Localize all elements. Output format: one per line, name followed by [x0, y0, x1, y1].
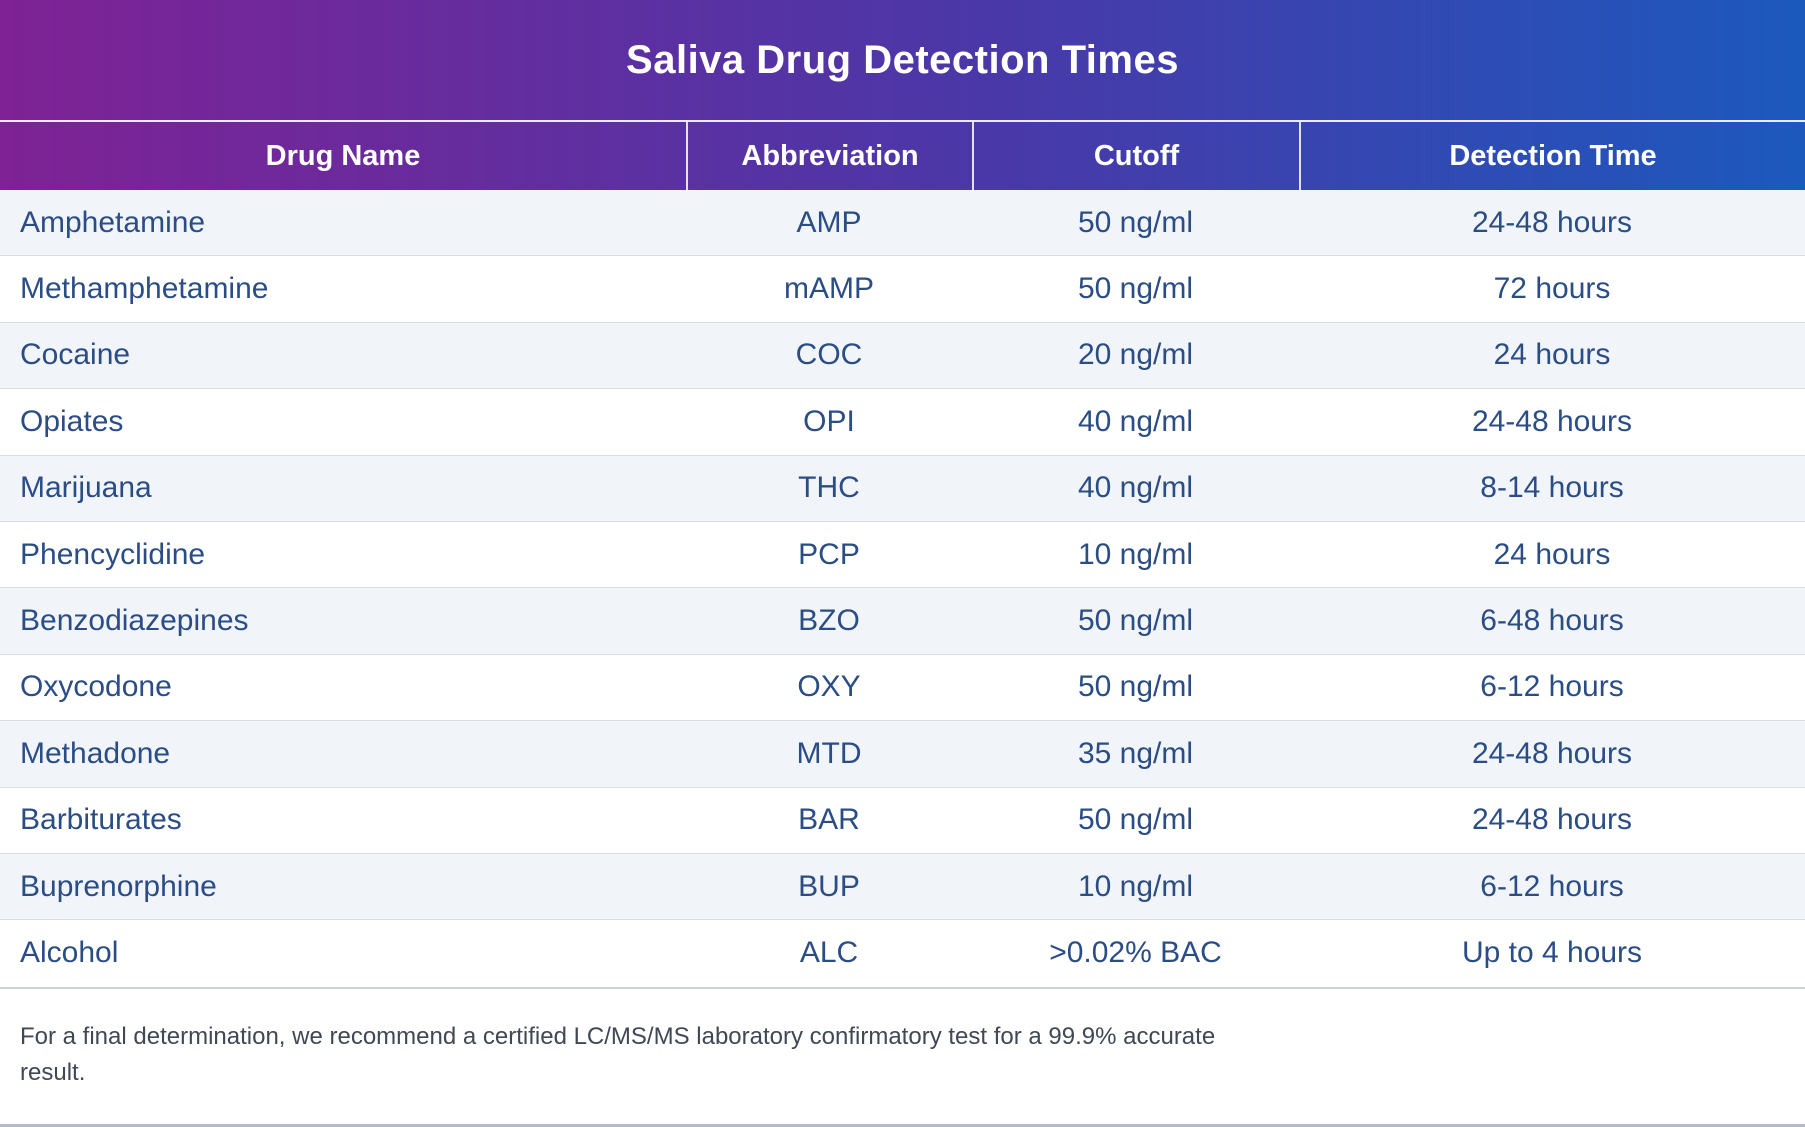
detection-time-cell: 6-48 hours — [1480, 604, 1624, 638]
drug-name-cell: Phencyclidine — [20, 537, 206, 571]
cutoff-cell: 50 ng/ml — [1077, 272, 1194, 306]
disclaimer-note: For a final determination, we recommend … — [0, 986, 1805, 1091]
bottom-divider — [0, 1124, 1805, 1127]
detection-time-cell: 24 hours — [1493, 537, 1611, 571]
table-row: Opiates OPI 40 ng/ml 24-48 hours — [0, 389, 1805, 456]
detection-time-cell: 6-12 hours — [1480, 869, 1624, 903]
abbreviation-cell: BAR — [798, 803, 860, 837]
table-row: Alcohol ALC >0.02% BAC Up to 4 hours — [0, 920, 1805, 987]
column-header-drug-name: Drug Name — [265, 139, 421, 172]
table-row: Buprenorphine BUP 10 ng/ml 6-12 hours — [0, 853, 1805, 921]
drug-name-cell: Opiates — [20, 404, 124, 438]
detection-time-cell: 24-48 hours — [1471, 404, 1633, 438]
cutoff-cell: >0.02% BAC — [1049, 936, 1222, 970]
table-header-block: Saliva Drug Detection Times Drug Name Ab… — [0, 0, 1805, 190]
table-body: Amphetamine AMP 50 ng/ml 24-48 hours Met… — [0, 190, 1805, 987]
abbreviation-cell: BUP — [798, 869, 860, 903]
drug-name-cell: Benzodiazepines — [20, 604, 249, 638]
table-row: Benzodiazepines BZO 50 ng/ml 6-48 hours — [0, 588, 1805, 655]
cutoff-cell: 50 ng/ml — [1077, 803, 1194, 837]
column-header-cutoff: Cutoff — [972, 122, 1299, 190]
abbreviation-cell: mAMP — [784, 272, 874, 306]
cutoff-cell: 10 ng/ml — [1077, 869, 1194, 903]
drug-name-cell: Oxycodone — [20, 670, 172, 704]
table-row: Cocaine COC 20 ng/ml 24 hours — [0, 322, 1805, 390]
drug-name-cell: Alcohol — [20, 936, 119, 970]
table-row: Marijuana THC 40 ng/ml 8-14 hours — [0, 455, 1805, 522]
abbreviation-cell: BZO — [798, 604, 860, 638]
column-header-abbreviation: Abbreviation — [686, 122, 972, 190]
disclaimer-line: result. — [20, 1058, 86, 1086]
detection-time-cell: Up to 4 hours — [1461, 936, 1643, 970]
cutoff-cell: 50 ng/ml — [1077, 205, 1194, 239]
cutoff-cell: 50 ng/ml — [1077, 670, 1194, 704]
drug-name-cell: Barbiturates — [20, 803, 182, 837]
drug-name-cell: Buprenorphine — [20, 869, 217, 903]
column-header-row: Drug Name Abbreviation Cutoff Detection … — [0, 120, 1805, 190]
drug-name-cell: Marijuana — [20, 471, 152, 505]
detection-time-cell: 6-12 hours — [1480, 670, 1624, 704]
abbreviation-cell: THC — [798, 471, 860, 505]
detection-time-cell: 24-48 hours — [1471, 205, 1633, 239]
cutoff-cell: 50 ng/ml — [1077, 604, 1194, 638]
drug-name-cell: Amphetamine — [20, 205, 206, 239]
table-row: Barbiturates BAR 50 ng/ml 24-48 hours — [0, 787, 1805, 854]
cutoff-cell: 35 ng/ml — [1077, 736, 1194, 770]
drug-name-cell: Methamphetamine — [20, 272, 269, 306]
table-row: Methamphetamine mAMP 50 ng/ml 72 hours — [0, 256, 1805, 323]
abbreviation-cell: COC — [795, 338, 863, 372]
detection-time-cell: 72 hours — [1493, 272, 1611, 306]
abbreviation-cell: ALC — [799, 936, 859, 970]
drug-name-cell: Methadone — [20, 736, 171, 770]
abbreviation-cell: OXY — [797, 670, 861, 704]
abbreviation-cell: PCP — [798, 537, 860, 571]
disclaimer-line: For a final determination, we recommend … — [20, 1022, 1216, 1050]
cutoff-cell: 40 ng/ml — [1077, 404, 1194, 438]
cutoff-cell: 40 ng/ml — [1077, 471, 1194, 505]
cutoff-cell: 10 ng/ml — [1077, 537, 1194, 571]
table-row: Phencyclidine PCP 10 ng/ml 24 hours — [0, 521, 1805, 589]
abbreviation-cell: AMP — [796, 205, 862, 239]
column-header-detection-time: Detection Time — [1299, 122, 1805, 190]
detection-time-cell: 24-48 hours — [1471, 803, 1633, 837]
detection-time-cell: 24 hours — [1493, 338, 1611, 372]
cutoff-cell: 20 ng/ml — [1077, 338, 1194, 372]
detection-time-cell: 8-14 hours — [1480, 471, 1624, 505]
detection-time-cell: 24-48 hours — [1471, 736, 1633, 770]
table-row: Oxycodone OXY 50 ng/ml 6-12 hours — [0, 654, 1805, 722]
table-row: Methadone MTD 35 ng/ml 24-48 hours — [0, 721, 1805, 788]
page-title: Saliva Drug Detection Times — [626, 37, 1179, 82]
abbreviation-cell: OPI — [803, 404, 855, 438]
table-row: Amphetamine AMP 50 ng/ml 24-48 hours — [0, 190, 1805, 257]
drug-name-cell: Cocaine — [20, 338, 131, 372]
abbreviation-cell: MTD — [796, 736, 862, 770]
title-band: Saliva Drug Detection Times — [0, 0, 1805, 120]
